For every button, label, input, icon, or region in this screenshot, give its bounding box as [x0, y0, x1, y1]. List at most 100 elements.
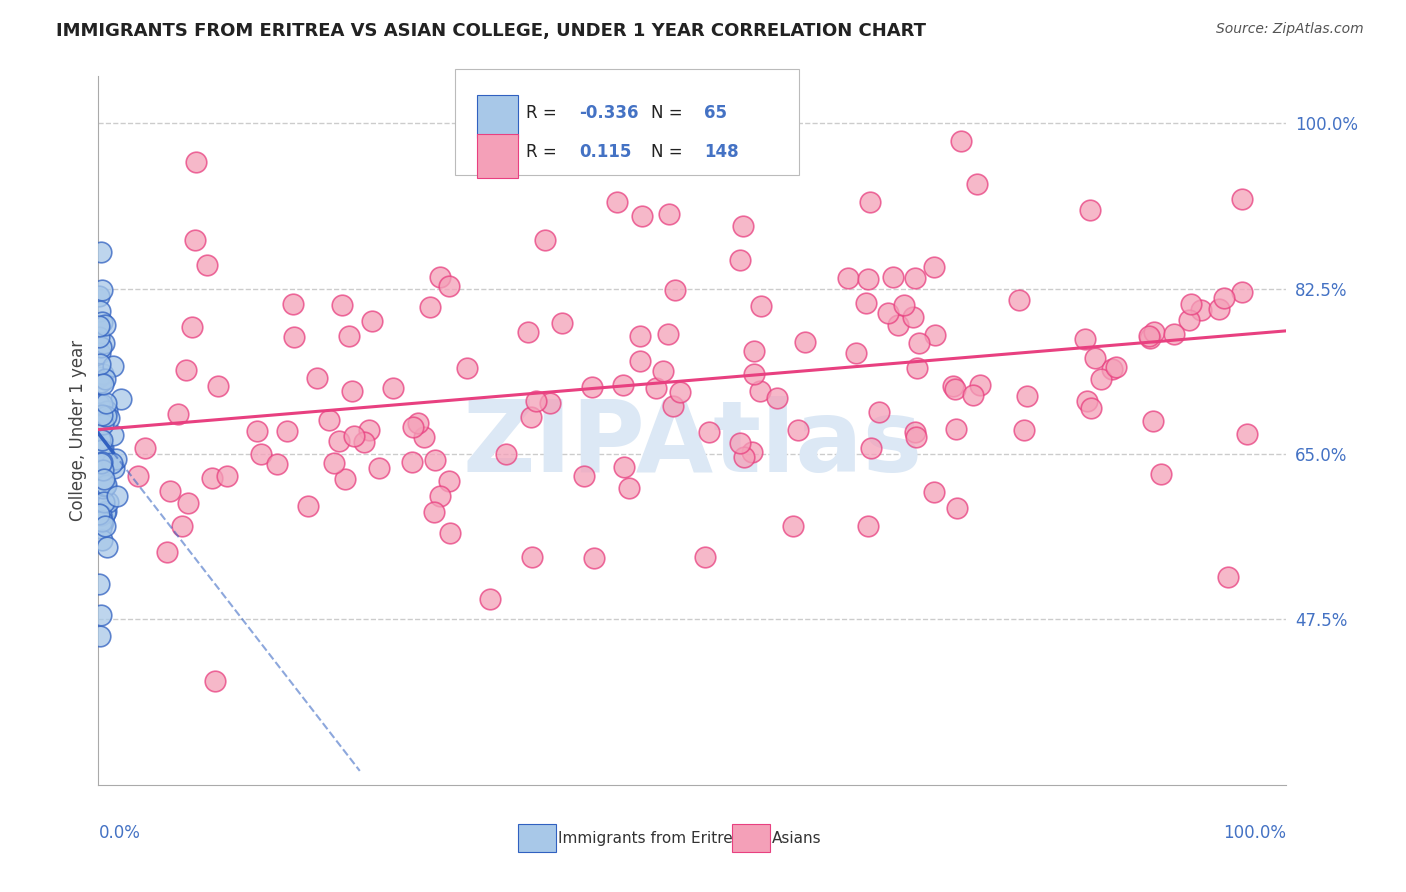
Point: [520, 550, 543, 565]
Point: [96, 540, 118, 554]
Point: [91, 367, 114, 381]
Point: [91, 515, 114, 529]
Point: [90, 508, 112, 522]
Point: [402, 420, 425, 434]
Point: [87, 289, 110, 303]
Text: -0.336: -0.336: [579, 103, 640, 122]
Point: [787, 423, 810, 437]
Point: [1076, 393, 1098, 408]
Point: [170, 518, 193, 533]
Point: [156, 545, 179, 559]
Point: [91, 315, 114, 329]
Point: [340, 384, 363, 398]
Point: [1017, 389, 1039, 403]
Point: [1208, 302, 1230, 317]
FancyBboxPatch shape: [478, 135, 517, 178]
Point: [90, 521, 112, 535]
Text: 100.0%: 100.0%: [1223, 824, 1286, 842]
Point: [412, 429, 434, 443]
Point: [201, 471, 224, 485]
Y-axis label: College, Under 1 year: College, Under 1 year: [69, 340, 87, 521]
Point: [1139, 331, 1161, 345]
Point: [93, 472, 115, 486]
Point: [969, 378, 991, 392]
Point: [266, 457, 288, 471]
Point: [174, 362, 197, 376]
Point: [551, 316, 574, 330]
Point: [1084, 351, 1107, 365]
Point: [105, 452, 128, 467]
Point: [908, 336, 931, 351]
Point: [893, 298, 915, 312]
Point: [333, 472, 356, 486]
Point: [305, 371, 328, 385]
Point: [942, 379, 965, 393]
Point: [318, 413, 340, 427]
Point: [728, 252, 751, 267]
FancyBboxPatch shape: [456, 69, 800, 175]
Point: [945, 422, 967, 436]
Point: [87, 508, 110, 522]
Point: [1080, 401, 1102, 415]
Point: [1074, 332, 1097, 346]
Point: [419, 300, 441, 314]
Point: [166, 407, 188, 421]
Point: [742, 343, 765, 358]
Text: N =: N =: [651, 103, 688, 122]
Point: [581, 380, 603, 394]
Point: [645, 381, 668, 395]
Point: [276, 424, 298, 438]
Text: Asians: Asians: [772, 830, 821, 846]
Point: [582, 551, 605, 566]
Point: [859, 194, 882, 209]
Point: [357, 423, 380, 437]
Point: [1078, 203, 1101, 218]
Point: [766, 391, 789, 405]
Point: [495, 447, 517, 461]
Point: [87, 369, 110, 384]
Point: [89, 345, 111, 359]
Point: [697, 425, 720, 439]
Text: Source: ZipAtlas.com: Source: ZipAtlas.com: [1216, 22, 1364, 37]
Point: [1178, 313, 1201, 327]
Point: [101, 359, 124, 373]
Point: [429, 270, 451, 285]
Point: [1101, 362, 1123, 376]
Point: [901, 310, 924, 324]
Point: [1105, 360, 1128, 375]
Point: [668, 384, 690, 399]
Point: [943, 383, 966, 397]
Point: [93, 417, 115, 431]
Point: [159, 484, 181, 499]
Point: [297, 500, 319, 514]
Point: [612, 378, 634, 392]
Point: [733, 219, 755, 233]
Point: [429, 489, 451, 503]
Point: [90, 408, 112, 422]
Text: 0.115: 0.115: [579, 144, 631, 161]
Point: [184, 155, 207, 169]
Point: [728, 436, 751, 450]
Point: [103, 461, 125, 475]
Point: [105, 489, 128, 503]
Point: [94, 479, 117, 493]
Point: [87, 397, 110, 411]
Point: [628, 354, 651, 368]
Point: [496, 143, 519, 157]
Text: ZIPAtlas: ZIPAtlas: [463, 396, 922, 493]
Point: [517, 325, 540, 339]
Point: [91, 376, 114, 391]
Point: [904, 425, 927, 440]
Point: [905, 361, 928, 376]
Point: [922, 485, 945, 500]
Point: [90, 457, 112, 471]
Point: [524, 394, 547, 409]
Point: [381, 381, 404, 395]
Point: [882, 269, 904, 284]
Point: [367, 461, 389, 475]
Point: [631, 209, 654, 223]
Point: [94, 396, 117, 410]
Point: [339, 328, 361, 343]
Point: [94, 478, 117, 492]
Point: [628, 328, 651, 343]
